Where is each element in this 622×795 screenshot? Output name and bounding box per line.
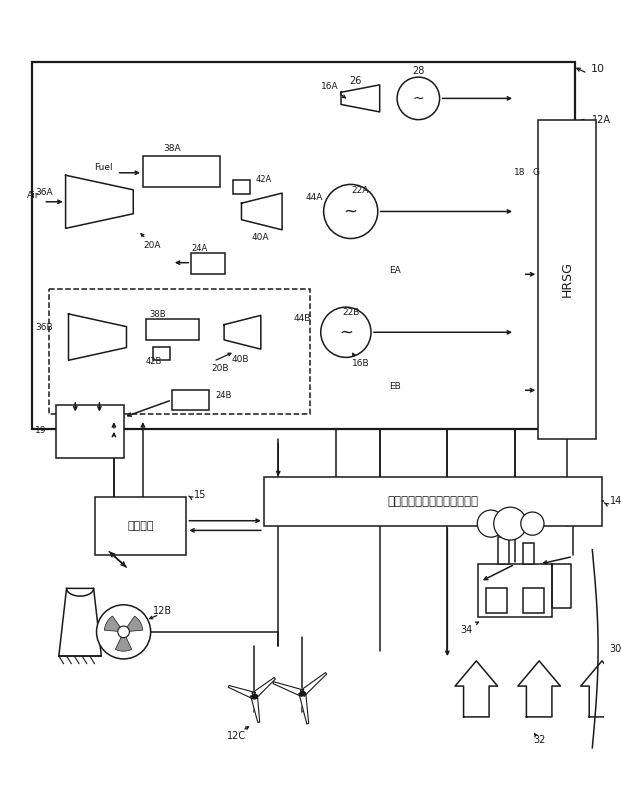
Bar xyxy=(32,62,575,429)
Text: 36A: 36A xyxy=(35,188,53,196)
Polygon shape xyxy=(518,661,560,717)
Text: 16B: 16B xyxy=(351,359,369,368)
Circle shape xyxy=(118,626,129,638)
Text: 12A: 12A xyxy=(592,114,611,125)
Text: 19: 19 xyxy=(35,426,46,436)
Polygon shape xyxy=(252,677,276,698)
Text: ~: ~ xyxy=(344,203,358,220)
Circle shape xyxy=(323,184,378,238)
Text: 24A: 24A xyxy=(191,244,208,253)
Text: ~: ~ xyxy=(339,324,353,341)
Circle shape xyxy=(96,605,151,659)
Polygon shape xyxy=(455,661,498,717)
Bar xyxy=(191,253,225,274)
Bar xyxy=(522,588,544,612)
Polygon shape xyxy=(68,314,126,360)
Bar xyxy=(498,537,509,564)
Text: G: G xyxy=(533,169,540,177)
Text: Air: Air xyxy=(27,192,40,200)
Bar xyxy=(264,477,602,525)
Polygon shape xyxy=(65,175,133,228)
Text: 15: 15 xyxy=(194,490,207,499)
Text: 22B: 22B xyxy=(342,308,360,317)
Bar xyxy=(478,564,552,618)
Text: 20A: 20A xyxy=(144,241,161,250)
Text: EA: EA xyxy=(389,266,401,275)
Circle shape xyxy=(494,507,527,540)
Text: EB: EB xyxy=(389,382,401,391)
Text: 制御装置: 制御装置 xyxy=(128,521,154,530)
Bar xyxy=(486,588,508,612)
Text: 12B: 12B xyxy=(152,606,172,615)
Text: 26: 26 xyxy=(350,76,362,86)
Text: 14: 14 xyxy=(610,496,622,506)
Text: 18: 18 xyxy=(514,169,526,177)
Polygon shape xyxy=(581,661,622,717)
Bar xyxy=(172,390,208,409)
Wedge shape xyxy=(124,616,143,632)
Polygon shape xyxy=(241,193,282,230)
Text: 42A: 42A xyxy=(256,175,272,184)
Text: 38B: 38B xyxy=(150,310,166,320)
Wedge shape xyxy=(116,632,132,651)
Text: 44A: 44A xyxy=(305,193,323,203)
Bar xyxy=(522,543,534,564)
Bar xyxy=(95,497,187,555)
Text: 42B: 42B xyxy=(146,357,162,366)
Text: 30: 30 xyxy=(610,644,622,653)
Bar xyxy=(143,157,220,188)
Text: HRSG: HRSG xyxy=(560,262,573,297)
Text: 22A: 22A xyxy=(351,186,369,195)
Polygon shape xyxy=(273,682,304,696)
Text: 16A: 16A xyxy=(320,83,338,91)
Bar xyxy=(146,319,199,340)
Circle shape xyxy=(119,627,128,637)
Polygon shape xyxy=(228,685,255,699)
Text: 44B: 44B xyxy=(294,314,311,324)
Bar xyxy=(152,347,170,360)
Text: Fuel: Fuel xyxy=(95,164,113,173)
Text: 24B: 24B xyxy=(215,390,232,400)
Polygon shape xyxy=(251,695,260,723)
Text: ~: ~ xyxy=(412,91,424,106)
Polygon shape xyxy=(59,588,101,656)
Polygon shape xyxy=(224,316,261,349)
Text: 32: 32 xyxy=(533,735,545,745)
Bar xyxy=(49,289,310,414)
Text: 34: 34 xyxy=(460,625,473,635)
Text: 12C: 12C xyxy=(227,731,246,741)
Polygon shape xyxy=(552,564,571,607)
Text: 40B: 40B xyxy=(232,355,249,364)
Circle shape xyxy=(477,510,504,537)
Bar xyxy=(538,119,596,439)
Bar xyxy=(56,405,124,458)
Circle shape xyxy=(321,307,371,358)
Circle shape xyxy=(521,512,544,535)
Circle shape xyxy=(397,77,440,119)
Bar xyxy=(233,180,250,194)
Text: 分散型グリッドネットワーク: 分散型グリッドネットワーク xyxy=(388,495,478,508)
Text: 36B: 36B xyxy=(35,323,53,332)
Text: 28: 28 xyxy=(412,66,425,76)
Polygon shape xyxy=(299,692,309,724)
Text: 38A: 38A xyxy=(163,144,181,153)
Polygon shape xyxy=(341,85,379,112)
Polygon shape xyxy=(300,673,327,696)
Wedge shape xyxy=(104,616,124,632)
Text: 20B: 20B xyxy=(211,364,229,374)
Text: 40A: 40A xyxy=(251,233,269,242)
Text: 10: 10 xyxy=(590,64,605,75)
